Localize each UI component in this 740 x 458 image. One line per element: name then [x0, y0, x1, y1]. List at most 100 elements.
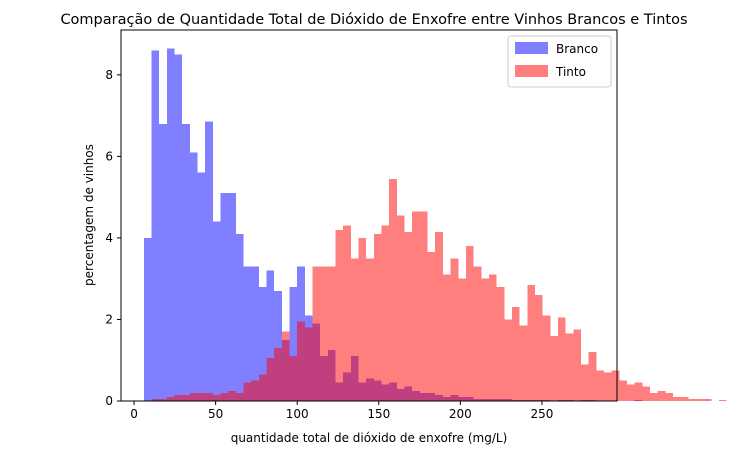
x-tick-label: 250: [530, 407, 553, 421]
bar-tinto-14: [251, 380, 259, 401]
x-tick-label: 100: [286, 407, 309, 421]
y-tick-label: 8: [105, 68, 113, 82]
bar-tinto-8: [205, 392, 213, 401]
bar-tinto-22: [312, 266, 321, 401]
bar-tinto-68: [665, 392, 673, 401]
bar-branco-7: [197, 172, 206, 401]
bar-tinto-75: [718, 400, 727, 401]
bar-tinto-57: [580, 364, 589, 401]
bar-tinto-25: [335, 229, 344, 401]
bar-tinto-50: [527, 284, 535, 401]
y-tick-label: 6: [105, 149, 113, 163]
bar-tinto-52: [542, 315, 551, 401]
bar-tinto-53: [550, 335, 558, 401]
bar-tinto-62: [619, 380, 627, 401]
bar-tinto-28: [358, 237, 367, 401]
bar-tinto-5: [182, 394, 190, 401]
bar-tinto-45: [488, 274, 497, 401]
y-axis-label: percentagem de vinhos: [82, 144, 96, 286]
bar-tinto-43: [473, 266, 482, 401]
bar-tinto-70: [680, 396, 689, 401]
bar-tinto-37: [427, 252, 436, 401]
chart-title: Comparação de Quantidade Total de Dióxid…: [60, 12, 687, 28]
bar-tinto-10: [220, 392, 229, 401]
bar-tinto-16: [266, 358, 275, 401]
legend-label-tinto: Tinto: [555, 65, 586, 79]
bar-branco-9: [212, 221, 221, 401]
x-axis-label: quantidade total de dióxido de enxofre (…: [231, 431, 508, 445]
bar-tinto-26: [343, 225, 351, 401]
bar-tinto-1: [151, 398, 160, 401]
bar-tinto-69: [672, 396, 681, 401]
bar-branco-10: [220, 193, 229, 401]
bar-tinto-41: [458, 278, 466, 401]
bar-branco-1: [151, 50, 160, 401]
bar-branco-4: [174, 54, 183, 402]
bar-tinto-3: [166, 396, 175, 401]
bar-tinto-12: [235, 392, 244, 401]
bar-tinto-33: [396, 215, 405, 401]
bar-branco-16: [266, 270, 275, 401]
bar-tinto-38: [435, 231, 443, 401]
bar-tinto-59: [596, 370, 604, 401]
bar-tinto-39: [442, 274, 451, 401]
bar-tinto-67: [657, 390, 666, 401]
bar-tinto-4: [174, 394, 183, 401]
bar-tinto-72: [695, 398, 704, 401]
bar-tinto-9: [212, 394, 221, 401]
bar-branco-6: [189, 152, 198, 401]
legend-swatch-branco: [515, 42, 548, 54]
bar-tinto-58: [588, 352, 597, 401]
bar-tinto-34: [404, 231, 413, 401]
bar-branco-14: [251, 266, 259, 401]
bar-tinto-64: [634, 382, 643, 401]
bar-tinto-31: [381, 225, 390, 401]
bar-tinto-66: [649, 392, 658, 401]
bar-tinto-60: [603, 372, 612, 401]
bar-branco-3: [166, 48, 175, 401]
bar-branco-13: [243, 266, 252, 401]
bar-tinto-7: [197, 392, 206, 401]
y-axis-ticks: 0 2 4 6 8: [105, 68, 121, 408]
bar-branco-5: [182, 123, 190, 402]
y-tick-label: 0: [105, 394, 113, 408]
bar-branco-8: [205, 121, 213, 401]
legend-swatch-tinto: [515, 65, 548, 77]
bar-tinto-24: [327, 266, 336, 401]
bar-tinto-46: [496, 286, 505, 401]
bar-tinto-17: [274, 348, 282, 401]
bar-tinto-29: [366, 258, 374, 401]
bar-tinto-55: [565, 333, 574, 401]
bar-tinto-51: [534, 295, 543, 401]
bar-tinto-65: [642, 386, 650, 401]
bar-tinto-56: [573, 329, 581, 401]
bar-tinto-15: [258, 374, 267, 401]
bar-tinto-73: [703, 398, 712, 401]
bar-tinto-48: [511, 307, 520, 401]
bar-tinto-13: [243, 382, 252, 401]
bar-tinto-47: [504, 319, 512, 401]
bar-tinto-18: [281, 331, 290, 401]
plot-frame: [120, 29, 618, 402]
bar-tinto-20: [297, 321, 305, 401]
bar-tinto-61: [611, 370, 620, 401]
y-tick-label: 2: [105, 312, 113, 326]
bar-branco-19: [289, 286, 298, 401]
bar-tinto-40: [450, 258, 459, 401]
bar-tinto-11: [228, 390, 236, 401]
bar-tinto-27: [350, 258, 359, 401]
bar-tinto-44: [481, 278, 489, 401]
y-tick-label: 4: [105, 231, 113, 245]
x-tick-label: 150: [367, 407, 390, 421]
bar-tinto-21: [304, 327, 313, 401]
x-tick-label: 0: [130, 407, 138, 421]
bar-tinto-71: [688, 398, 696, 401]
bar-tinto-30: [373, 233, 382, 401]
bar-tinto-19: [289, 356, 298, 401]
bar-tinto-32: [389, 178, 397, 401]
x-tick-label: 50: [208, 407, 223, 421]
bars-layer: [143, 48, 727, 402]
bar-branco-2: [159, 123, 167, 402]
x-axis-ticks: 0 50 100 150 200 250: [130, 401, 553, 421]
